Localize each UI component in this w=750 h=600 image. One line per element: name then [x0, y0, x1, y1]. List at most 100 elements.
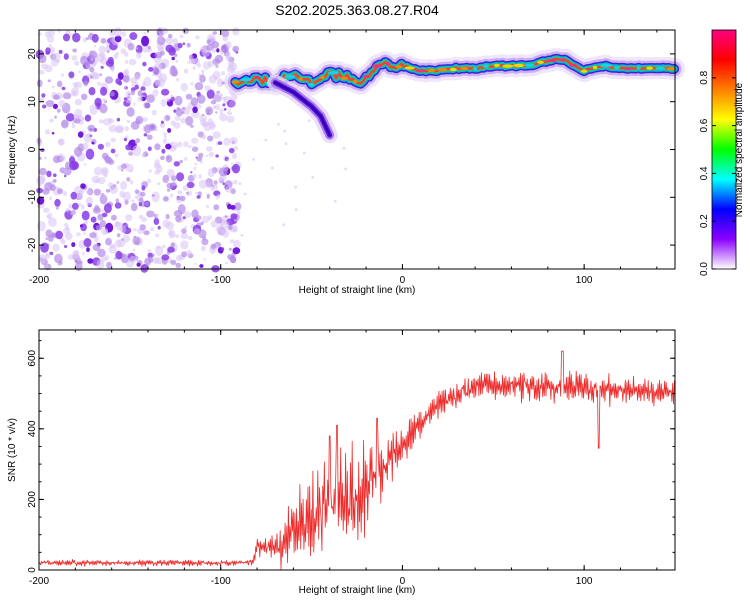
noise-speckle [180, 240, 189, 250]
noise-speckle [123, 86, 127, 90]
noise-speckle [221, 247, 225, 251]
noise-speckle [214, 54, 224, 64]
noise-speckle [37, 183, 42, 188]
noise-speckle [54, 115, 57, 119]
noise-speckle [90, 216, 97, 223]
spectrogram-x-tick-label: 0 [400, 275, 406, 286]
colorbar-tick-label: 0.8 [699, 70, 710, 84]
noise-speckle [138, 202, 143, 207]
noise-speckle [228, 147, 235, 154]
noise-speckle [86, 247, 90, 253]
noise-speckle [183, 141, 189, 148]
noise-speckle [92, 207, 101, 214]
noise-speckle [147, 252, 154, 258]
noise-speckle [146, 94, 155, 103]
noise-speckle [74, 60, 80, 66]
track-blob [385, 62, 391, 66]
noise-speckle [140, 86, 146, 91]
noise-speckle [69, 160, 78, 171]
noise-speckle [194, 82, 204, 91]
track-blob [352, 80, 358, 84]
noise-speckle [130, 202, 138, 212]
noise-speckle [210, 185, 215, 191]
noise-speckle [81, 117, 85, 121]
noise-speckle [116, 117, 121, 122]
noise-speckle [56, 206, 59, 210]
noise-speckle [125, 95, 132, 104]
noise-speckle [65, 207, 70, 213]
noise-speckle [200, 134, 207, 140]
noise-speckle [198, 229, 207, 239]
noise-speckle [85, 148, 95, 160]
noise-speckle [52, 52, 61, 63]
noise-speckle [216, 48, 220, 53]
noise-speckle [264, 138, 268, 142]
noise-speckle [99, 220, 106, 228]
noise-speckle [52, 103, 59, 110]
noise-speckle [38, 175, 46, 184]
noise-speckle [222, 103, 226, 107]
noise-speckle [176, 172, 185, 182]
noise-speckle [198, 174, 202, 179]
noise-speckle [219, 108, 224, 113]
noise-speckle [173, 210, 183, 218]
noise-speckle [177, 42, 183, 49]
noise-speckle [205, 146, 213, 152]
track-blob [666, 67, 677, 71]
noise-speckle [103, 118, 112, 126]
noise-speckle [227, 254, 235, 260]
noise-speckle [72, 250, 79, 259]
track-blob [624, 67, 632, 71]
noise-speckle [197, 63, 201, 68]
noise-speckle [231, 152, 238, 160]
track-blob [473, 67, 478, 71]
noise-speckle [99, 103, 108, 114]
noise-speckle [165, 154, 173, 163]
noise-speckle [71, 55, 78, 61]
noise-speckle [161, 88, 170, 96]
noise-speckle [45, 100, 55, 107]
noise-speckle [110, 148, 116, 154]
noise-speckle [185, 116, 194, 126]
track-blob [655, 66, 666, 70]
noise-speckle [105, 237, 112, 246]
noise-speckle [170, 193, 174, 198]
noise-speckle [47, 79, 51, 83]
noise-speckle [226, 111, 233, 116]
noise-speckle [213, 180, 218, 185]
noise-speckle [145, 153, 149, 157]
noise-speckle [201, 69, 205, 74]
noise-speckle [38, 254, 47, 264]
noise-speckle [210, 243, 217, 250]
noise-speckle [134, 189, 140, 194]
noise-speckle [71, 121, 75, 125]
noise-speckle [103, 203, 112, 214]
noise-speckle [222, 36, 229, 42]
noise-speckle [76, 232, 81, 237]
noise-speckle [109, 28, 116, 37]
noise-speckle [89, 232, 97, 239]
noise-speckle [53, 179, 57, 183]
noise-speckle [282, 223, 286, 227]
noise-speckle [169, 142, 173, 146]
noise-speckle [191, 110, 200, 119]
noise-speckle [230, 213, 238, 220]
noise-speckle [200, 221, 204, 226]
noise-speckle [205, 106, 214, 116]
noise-speckle [113, 257, 117, 260]
noise-speckle [89, 104, 98, 115]
noise-speckle [98, 119, 105, 124]
noise-speckle [183, 68, 189, 74]
track-blob [284, 74, 296, 78]
noise-speckle [214, 104, 221, 111]
noise-speckle [196, 104, 202, 109]
noise-speckle [165, 115, 171, 121]
noise-speckle [132, 236, 141, 246]
noise-speckle [179, 195, 186, 202]
noise-speckle [167, 128, 172, 133]
noise-speckle [94, 166, 102, 176]
noise-speckle [121, 168, 124, 172]
noise-speckle [136, 51, 142, 59]
